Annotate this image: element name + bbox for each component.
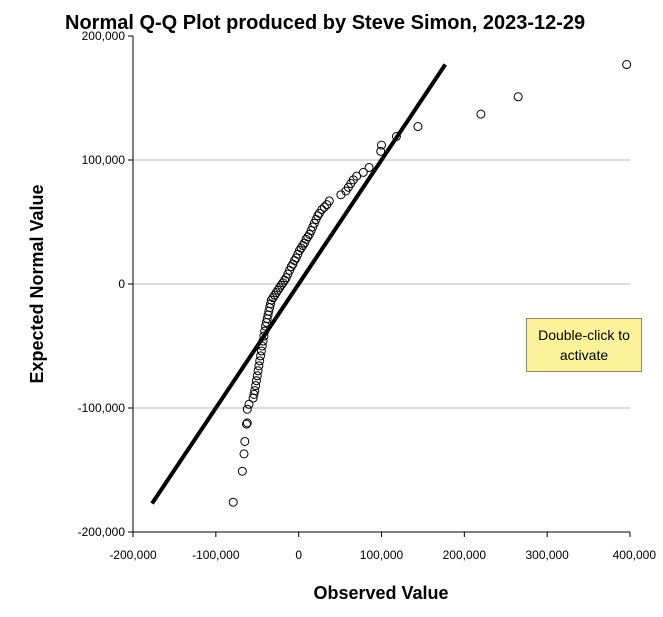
data-point xyxy=(257,341,267,351)
x-tick-label: -100,000 xyxy=(192,548,240,562)
y-tick-label: -100,000 xyxy=(78,401,126,415)
data-point xyxy=(244,399,254,409)
data-point xyxy=(239,449,249,459)
data-point xyxy=(296,243,306,253)
data-point xyxy=(242,404,252,414)
data-point xyxy=(241,419,251,429)
x-tick-label: 200,000 xyxy=(443,548,487,562)
data-point xyxy=(278,278,288,288)
data-point xyxy=(271,288,281,298)
y-axis-title: Expected Normal Value xyxy=(27,184,47,383)
data-point xyxy=(237,466,247,476)
data-point xyxy=(240,436,250,446)
data-point xyxy=(268,293,278,303)
data-point xyxy=(317,205,327,215)
x-tick-label: 0 xyxy=(295,548,302,562)
data-point xyxy=(352,171,362,181)
data-point xyxy=(270,290,280,300)
y-tick-label: 100,000 xyxy=(82,153,126,167)
data-point xyxy=(260,326,270,336)
data-point xyxy=(358,167,368,177)
tick-labels: -200,000 -100,000 0 100,000 200,000 300,000 40… xyxy=(78,29,657,562)
data-point xyxy=(252,371,262,381)
x-axis-title: Observed Value xyxy=(313,583,448,603)
reference-line xyxy=(150,63,447,505)
data-point xyxy=(255,356,265,366)
data-points xyxy=(228,60,632,507)
chart-title: Normal Q-Q Plot produced by Steve Simon,… xyxy=(65,12,585,34)
data-point xyxy=(319,202,329,212)
x-tick-label: 100,000 xyxy=(360,548,404,562)
data-point xyxy=(250,386,260,396)
data-point xyxy=(276,280,286,290)
data-point xyxy=(256,346,266,356)
data-point xyxy=(258,336,268,346)
data-point xyxy=(476,109,486,119)
data-point xyxy=(253,366,263,376)
data-point xyxy=(266,299,276,309)
data-point xyxy=(256,351,266,361)
double-click-to-activate-box[interactable]: Double-click to activate xyxy=(526,318,642,372)
y-tick-label: -200,000 xyxy=(78,525,126,539)
data-point xyxy=(228,497,238,507)
data-point xyxy=(324,196,334,206)
data-point xyxy=(242,418,252,428)
data-point xyxy=(364,162,374,172)
x-tick-label: 400,000 xyxy=(613,548,657,562)
data-point xyxy=(313,211,323,221)
data-point xyxy=(259,331,269,341)
x-tick-label: -200,000 xyxy=(109,548,157,562)
x-tick-label: 300,000 xyxy=(525,548,569,562)
data-point xyxy=(376,146,386,156)
data-point xyxy=(249,389,259,399)
data-point xyxy=(275,283,285,293)
data-point xyxy=(513,92,523,102)
data-point xyxy=(391,131,401,141)
data-point xyxy=(273,285,283,295)
activate-label: Double-click to activate xyxy=(538,327,630,363)
data-point xyxy=(294,246,304,256)
data-point xyxy=(266,295,276,305)
data-point xyxy=(377,140,386,150)
y-tick-label: 200,000 xyxy=(82,29,126,43)
data-point xyxy=(622,60,632,70)
data-point xyxy=(251,376,261,386)
data-point xyxy=(413,122,423,132)
y-tick-label: 0 xyxy=(118,277,125,291)
data-point xyxy=(301,234,311,244)
data-point xyxy=(251,381,261,391)
data-point xyxy=(254,361,264,371)
